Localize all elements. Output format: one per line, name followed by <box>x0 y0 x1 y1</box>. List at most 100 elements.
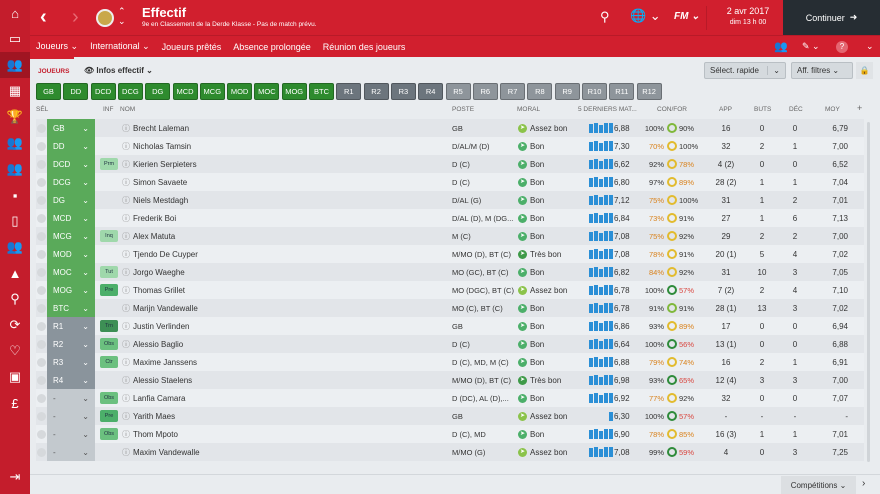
info-badge[interactable]: Tut <box>100 266 118 278</box>
select-checkbox[interactable] <box>37 177 46 187</box>
briefcase-icon[interactable]: ▣ <box>8 369 22 384</box>
player-name[interactable]: Jorgo Waeghe <box>133 267 185 277</box>
player-name[interactable]: Tjendo De Cuyper <box>133 249 198 259</box>
position-button[interactable]: R9 <box>554 83 580 100</box>
selection-dropdown[interactable]: MCD ⌄ <box>47 209 95 227</box>
players-icon[interactable]: 👥 <box>774 41 788 53</box>
position-button[interactable]: R8 <box>527 83 553 100</box>
info-icon[interactable]: ⓘ <box>122 213 130 223</box>
table-row[interactable]: MOD ⌄ ⓘ Tjendo De Cuyper M/MO (D), BT (C) ➤ Tr… <box>36 245 864 263</box>
selection-dropdown[interactable]: MOD ⌄ <box>47 245 95 263</box>
selection-dropdown[interactable]: - ⌄ <box>47 407 95 425</box>
selection-dropdown[interactable]: R1 ⌄ <box>47 317 95 335</box>
info-icon[interactable]: ⓘ <box>122 141 130 151</box>
player-name[interactable]: Kierien Serpieters <box>133 159 197 169</box>
player-name[interactable]: Simon Savaete <box>133 177 188 187</box>
select-checkbox[interactable] <box>37 357 46 367</box>
player-name[interactable]: Maxim Vandewalle <box>133 447 200 457</box>
info-icon[interactable]: ⓘ <box>122 357 130 367</box>
globe-icon[interactable]: 🌐 ⌄ <box>630 8 661 23</box>
select-checkbox[interactable] <box>37 231 46 241</box>
info-badge[interactable]: Prm <box>100 158 118 170</box>
info-icon[interactable]: ⓘ <box>122 429 130 439</box>
position-button[interactable]: R5 <box>445 83 471 100</box>
search-icon[interactable]: ⚲ <box>600 9 610 24</box>
column-header-moy[interactable]: MOY <box>825 106 840 113</box>
selection-dropdown[interactable]: DG ⌄ <box>47 191 95 209</box>
forward-icon[interactable]: › <box>72 6 79 28</box>
switch-updown-icon[interactable]: ⌃ ⌄ <box>118 6 126 26</box>
chevron-down-icon[interactable]: ⌄ <box>866 41 874 51</box>
fm-menu[interactable]: FM ⌄ <box>674 11 700 22</box>
selection-dropdown[interactable]: DD ⌄ <box>47 137 95 155</box>
table-row[interactable]: R1 ⌄ Trn ⓘ Justin Verlinden GB ➤ Bon 6,86 93% 89% 1… <box>36 317 864 335</box>
finances-icon[interactable]: £ <box>11 395 19 411</box>
player-name[interactable]: Thom Mpoto <box>133 429 178 439</box>
selection-dropdown[interactable]: MOG ⌄ <box>47 281 95 299</box>
table-row[interactable]: BTC ⌄ ⓘ Marijn Vandewalle MO (C), BT (C) ➤ Bon… <box>36 299 864 317</box>
view-dropdown[interactable]: 👁 Infos effectif ⌄ <box>84 66 153 75</box>
selection-dropdown[interactable]: R2 ⌄ <box>47 335 95 353</box>
player-name[interactable]: Brecht Laleman <box>133 123 190 133</box>
chevron-right-icon[interactable]: › <box>862 478 866 489</box>
continue-button[interactable]: Continuer ➜ <box>783 0 880 35</box>
nav-joueurs[interactable]: Joueurs ⌄ <box>36 41 79 51</box>
position-button[interactable]: R2 <box>363 83 389 100</box>
table-row[interactable]: R2 ⌄ Obs ⓘ Alessio Baglio D (C) ➤ Bon 6,64 100% 56… <box>36 335 864 353</box>
squad-icon[interactable]: 👥 <box>0 52 30 78</box>
select-checkbox[interactable] <box>37 285 46 295</box>
select-checkbox[interactable] <box>37 123 46 133</box>
selection-dropdown[interactable]: GB ⌄ <box>47 119 95 137</box>
player-name[interactable]: Lanfia Camara <box>133 393 186 403</box>
position-button[interactable]: R10 <box>582 83 607 100</box>
player-name[interactable]: Maxime Janssens <box>133 357 198 367</box>
position-button[interactable]: MOD <box>227 83 253 100</box>
position-button[interactable]: MCD <box>172 83 198 100</box>
nav-international[interactable]: International ⌄ <box>90 41 150 51</box>
info-badge[interactable]: Trn <box>100 320 118 332</box>
select-checkbox[interactable] <box>37 393 46 403</box>
position-button[interactable]: BTC <box>309 83 334 100</box>
info-icon[interactable]: ⓘ <box>122 123 130 133</box>
info-badge[interactable]: Pre <box>100 284 118 296</box>
select-checkbox[interactable] <box>37 267 46 277</box>
info-badge[interactable]: Obs <box>100 392 118 404</box>
add-column-icon[interactable]: + <box>857 103 863 113</box>
select-checkbox[interactable] <box>37 249 46 259</box>
table-row[interactable]: R3 ⌄ Ctr ⓘ Maxime Janssens D (C), MD, M (C) ➤ B… <box>36 353 864 371</box>
scrollbar[interactable] <box>867 122 870 462</box>
select-checkbox[interactable] <box>37 303 46 313</box>
info-icon[interactable]: ⓘ <box>122 303 130 313</box>
tab-joueurs[interactable]: JOUEURS <box>38 68 70 75</box>
info-icon[interactable]: ⓘ <box>122 195 130 205</box>
position-button[interactable]: DCD <box>90 83 116 100</box>
position-button[interactable]: R3 <box>390 83 416 100</box>
position-button[interactable]: DG <box>145 83 171 100</box>
player-name[interactable]: Alessio Baglio <box>133 339 184 349</box>
table-row[interactable]: DG ⌄ ⓘ Niels Mestdagh D/AL (G) ➤ Bon 7,12 75% 100… <box>36 191 864 209</box>
club-badge-icon[interactable] <box>96 9 114 27</box>
training-cone-icon[interactable]: ▲ <box>8 265 22 281</box>
table-row[interactable]: MCD ⌄ ⓘ Frederik Boi D/AL (D), M (DG... ➤ Bon 6… <box>36 209 864 227</box>
selection-dropdown[interactable]: DCD ⌄ <box>47 155 95 173</box>
select-checkbox[interactable] <box>37 321 46 331</box>
column-header-sel[interactable]: SÉL <box>36 106 49 113</box>
club-shield-icon[interactable]: ♡ <box>9 343 21 358</box>
calendar-icon[interactable]: ▦ <box>8 83 22 98</box>
select-checkbox[interactable] <box>37 411 46 421</box>
select-checkbox[interactable] <box>37 447 46 457</box>
table-row[interactable]: - ⌄ Obs ⓘ Thom Mpoto D (C), MD ➤ Bon 6,90 78% 85% 1… <box>36 425 864 443</box>
nav-absence-prolongee[interactable]: Absence prolongée <box>233 41 311 52</box>
player-name[interactable]: Nicholas Tamsin <box>133 141 192 151</box>
info-icon[interactable]: ⓘ <box>122 249 130 259</box>
team-icon[interactable]: 👥 <box>6 161 24 176</box>
column-header-name[interactable]: NOM <box>120 106 136 113</box>
select-checkbox[interactable] <box>37 429 46 439</box>
table-row[interactable]: MCG ⌄ Inq ⓘ Alex Matuta M (C) ➤ Bon 7,08 75% 92% 29… <box>36 227 864 245</box>
selection-dropdown[interactable]: MCG ⌄ <box>47 227 95 245</box>
info-badge[interactable]: Pre <box>100 410 118 422</box>
back-icon[interactable]: ‹ <box>40 6 47 28</box>
selection-dropdown[interactable]: - ⌄ <box>47 389 95 407</box>
edit-pencil-icon[interactable]: ✎ ⌄ <box>802 41 820 51</box>
scouting-search-icon[interactable]: ⚲ <box>10 291 20 306</box>
